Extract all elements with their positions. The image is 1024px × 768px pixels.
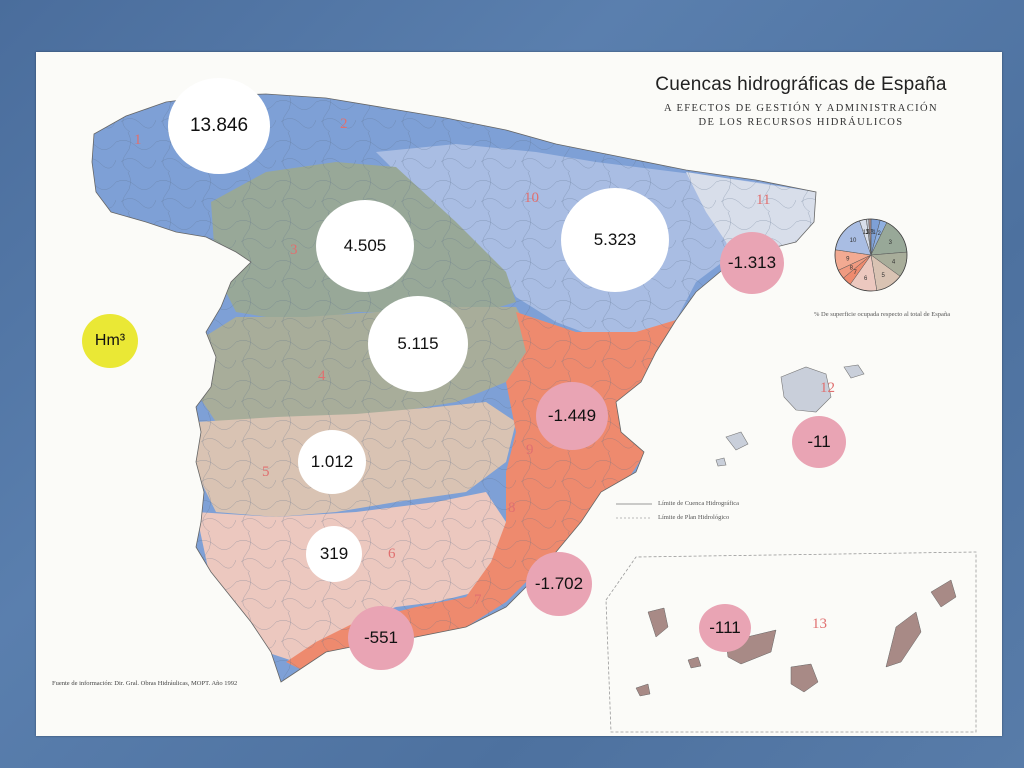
pie-slice-label: 5: [882, 273, 886, 279]
unit-bubble: Hm³: [82, 314, 138, 368]
slide-frame: 1 2 3 4 5 6 7 8 9 10 11 12 13 Cuencas hidrográficas …: [36, 52, 1002, 736]
pie-outline: [834, 218, 908, 292]
bubble-basin-7: -551: [348, 606, 414, 670]
pie-slice-label: 3: [889, 240, 893, 246]
basin-number-6: 6: [388, 546, 396, 562]
bubble-basin-3: 4.505: [316, 200, 414, 292]
pie-slice-label: 12: [865, 230, 872, 236]
pie-slice-label: 6: [864, 276, 868, 282]
legend-basin-limit: Límite de Cuenca Hidrográfica: [658, 500, 740, 507]
pie-slice-label: 1: [872, 230, 876, 236]
pie-slice-label: 2: [878, 231, 882, 237]
basin-number-12: 12: [820, 380, 835, 396]
bubble-basin-12: -11: [792, 416, 846, 468]
basin-number-9: 9: [526, 442, 534, 458]
map-title: Cuencas hidrográficas de España: [655, 74, 947, 95]
basin-number-1: 1: [134, 132, 142, 148]
bubble-basin-11: -1.313: [720, 232, 784, 294]
bubble-basin-10: 5.323: [561, 188, 669, 292]
bubble-basin-6: 319: [306, 526, 362, 582]
pie-slice-label: 13: [867, 230, 874, 236]
source-note: Fuente de información: Dir. Gral. Obras …: [52, 680, 238, 687]
basin-number-5: 5: [262, 464, 270, 480]
basin-number-13: 13: [812, 616, 827, 632]
basin-number-2: 2: [340, 116, 348, 132]
basin-number-11: 11: [756, 192, 771, 208]
bubble-basin-9: -1.449: [536, 382, 608, 450]
legend-plan-limit: Límite de Plan Hidrológico: [658, 514, 730, 521]
bubble-basin-8: -1.702: [526, 552, 592, 616]
pie-caption: % De superficie ocupada respecto al tota…: [814, 311, 951, 318]
pie-slice-label: 11: [863, 230, 870, 236]
pie-slice-label: 7: [853, 270, 857, 276]
basin-number-7: 7: [474, 592, 482, 608]
pie-slice-label: 8: [850, 266, 854, 272]
pie-slice-label: 4: [892, 259, 896, 265]
basin-number-3: 3: [290, 242, 298, 258]
canary-islands: [635, 579, 957, 697]
basin-number-10: 10: [524, 190, 539, 206]
pie-slice-label: 10: [850, 238, 857, 244]
basin-number-4: 4: [318, 368, 326, 384]
bubble-basin-13: -111: [699, 604, 751, 652]
bubble-basin-1: 13.846: [168, 78, 270, 174]
pie-slice-label: 9: [846, 256, 850, 262]
title-block: Cuencas hidrográficas de España A EFECTO…: [636, 74, 966, 130]
basin-number-8: 8: [508, 500, 516, 516]
bubble-basin-5: 1.012: [298, 430, 366, 494]
bubble-basin-4: 5.115: [368, 296, 468, 392]
map-subtitle-2: DE LOS RECURSOS HIDRÁULICOS: [698, 117, 904, 128]
balearic-islands: [715, 364, 865, 467]
map-subtitle-1: A EFECTOS DE GESTIÓN Y ADMINISTRACIÓN: [664, 103, 938, 114]
